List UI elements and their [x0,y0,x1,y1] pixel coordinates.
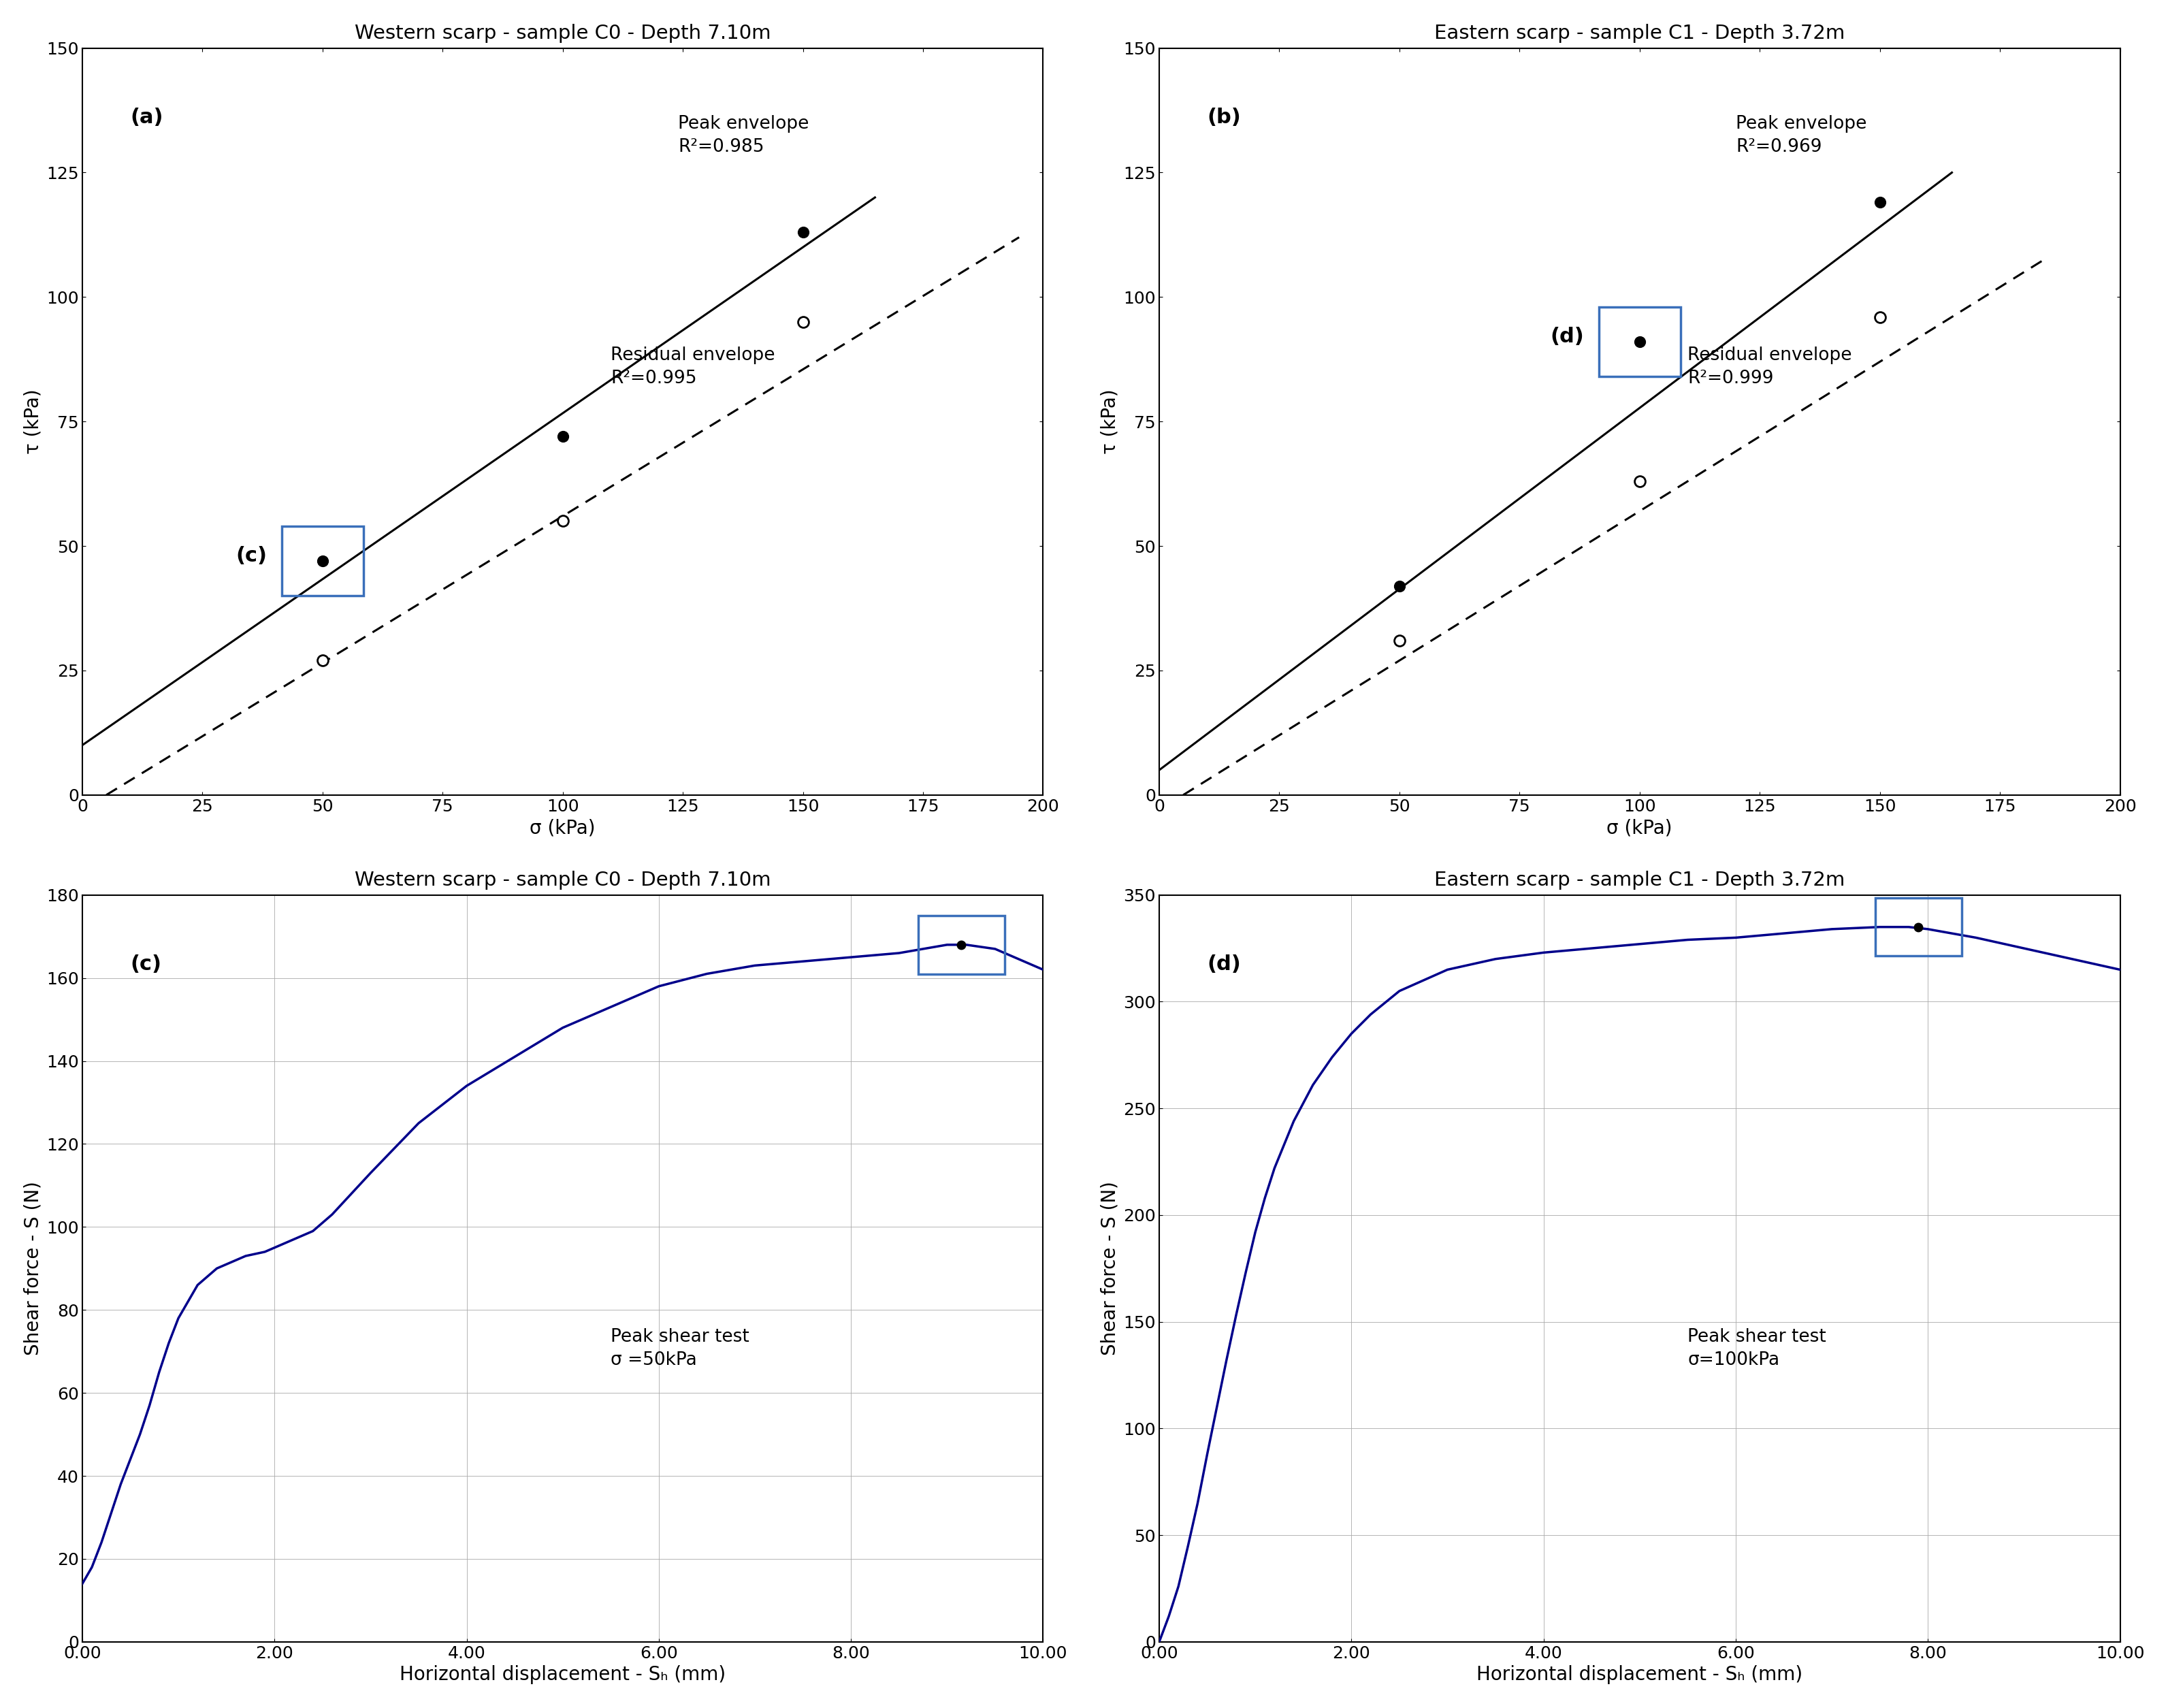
Bar [1875,898,1962,956]
Bar [1598,307,1680,377]
Point [1622,468,1656,495]
Point [306,547,340,574]
Point [785,307,820,335]
Point [1622,328,1656,355]
X-axis label: Horizontal displacement - Sₕ (mm): Horizontal displacement - Sₕ (mm) [1476,1665,1802,1684]
Title: Eastern scarp - sample C1 - Depth 3.72m: Eastern scarp - sample C1 - Depth 3.72m [1435,871,1845,890]
Title: Eastern scarp - sample C1 - Depth 3.72m: Eastern scarp - sample C1 - Depth 3.72m [1435,24,1845,43]
Title: Western scarp - sample C0 - Depth 7.10m: Western scarp - sample C0 - Depth 7.10m [356,24,772,43]
X-axis label: Horizontal displacement - Sₕ (mm): Horizontal displacement - Sₕ (mm) [399,1665,726,1684]
Text: Residual envelope
R²=0.999: Residual envelope R²=0.999 [1687,347,1851,388]
Point [546,507,581,535]
Y-axis label: Shear force - S (N): Shear force - S (N) [1101,1182,1119,1356]
Bar [919,915,1004,974]
Point [1381,572,1416,600]
Title: Western scarp - sample C0 - Depth 7.10m: Western scarp - sample C0 - Depth 7.10m [356,871,772,890]
Text: Peak envelope
R²=0.985: Peak envelope R²=0.985 [679,114,809,155]
Text: (c): (c) [236,547,267,565]
Text: Peak envelope
R²=0.969: Peak envelope R²=0.969 [1737,114,1867,155]
Point [785,219,820,246]
Text: (d): (d) [1550,326,1585,347]
Text: (d): (d) [1208,955,1240,975]
Point [546,424,581,451]
Text: (a): (a) [130,108,163,128]
Text: (c): (c) [130,955,163,975]
Text: Residual envelope
R²=0.995: Residual envelope R²=0.995 [611,347,776,388]
Point [1862,304,1897,331]
Point [306,647,340,675]
Text: Peak shear test
σ=100kPa: Peak shear test σ=100kPa [1687,1329,1825,1370]
Point [1862,190,1897,217]
Bar [282,526,364,596]
Y-axis label: τ (kPa): τ (kPa) [1101,389,1119,454]
Y-axis label: τ (kPa): τ (kPa) [24,389,43,454]
X-axis label: σ (kPa): σ (kPa) [529,818,596,837]
Text: Peak shear test
σ =50kPa: Peak shear test σ =50kPa [611,1329,750,1370]
Point [1381,627,1416,654]
Text: (b): (b) [1208,108,1240,128]
Y-axis label: Shear force - S (N): Shear force - S (N) [24,1182,43,1356]
X-axis label: σ (kPa): σ (kPa) [1606,818,1672,837]
